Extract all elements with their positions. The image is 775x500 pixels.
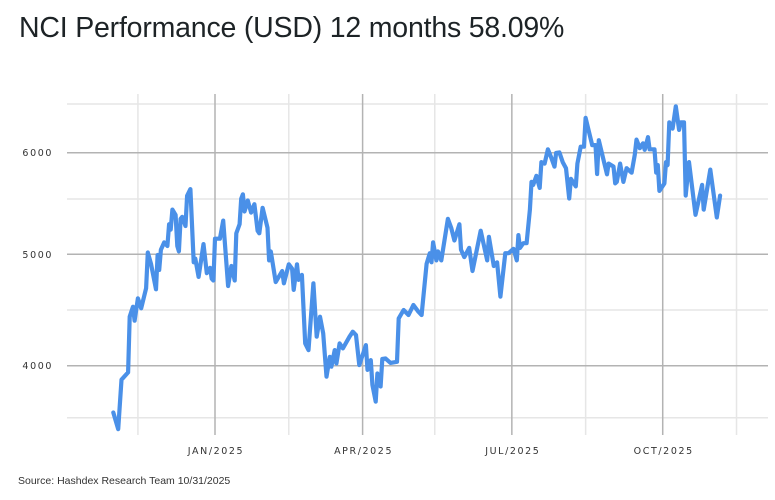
- y-tick-label: 4000: [22, 361, 53, 372]
- x-tick-label: JUL/2025: [484, 446, 540, 457]
- y-tick-label: 6000: [22, 148, 53, 159]
- x-tick-label: APR/2025: [334, 446, 393, 457]
- chart-title: NCI Performance (USD) 12 months 58.09%: [19, 12, 565, 44]
- x-tick-label: OCT/2025: [634, 446, 694, 457]
- x-axis-tick-labels: JAN/2025 APR/2025 JUL/2025 OCT/2025: [187, 446, 694, 457]
- x-tick-label: JAN/2025: [187, 446, 244, 457]
- series-group: [111, 104, 723, 432]
- source-note: Source: Hashdex Research Team 10/31/2025: [18, 475, 231, 487]
- price-line: [111, 104, 723, 432]
- y-tick-label: 5000: [22, 250, 53, 261]
- major-horizontal-gridlines: [67, 151, 768, 367]
- y-axis-tick-labels: 4000 5000 6000: [22, 148, 53, 372]
